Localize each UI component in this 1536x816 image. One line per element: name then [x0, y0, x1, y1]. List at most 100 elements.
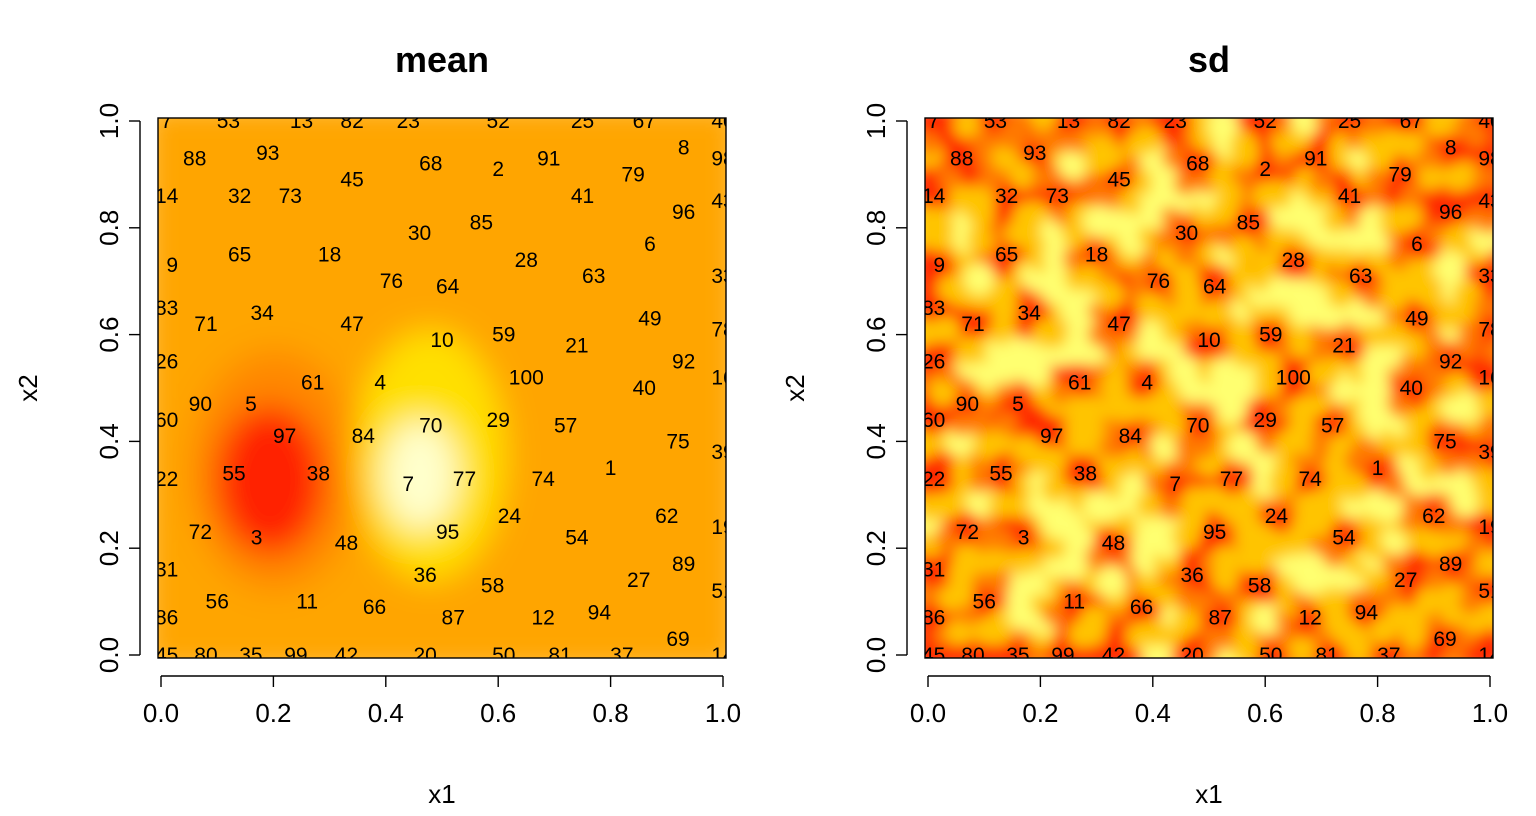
mean-point-label: 57	[554, 414, 577, 437]
sd-point-label: 42	[1102, 644, 1125, 667]
sd-point-label: 98	[1478, 147, 1501, 170]
sd-point-label: 64	[1203, 276, 1227, 299]
mean-point-label: 33	[711, 265, 734, 288]
mean-x-tick-label: 0.4	[368, 698, 404, 728]
sd-title: sd	[1188, 39, 1230, 80]
mean-point-label: 74	[531, 468, 555, 491]
sd-plot-frame	[924, 117, 1494, 659]
mean-point-label: 10	[430, 329, 453, 352]
sd-point-label: 35	[1006, 644, 1029, 667]
sd-point-label: 37	[1377, 644, 1400, 667]
mean-point-label: 89	[672, 553, 695, 576]
sd-point-label: 53	[984, 110, 1007, 133]
mean-point-label: 28	[515, 249, 538, 272]
sd-point-label: 56	[973, 591, 996, 614]
mean-point-label: 59	[492, 324, 515, 347]
mean-point-label: 81	[548, 644, 571, 667]
sd-point-label: 69	[1433, 628, 1456, 651]
mean-point-label: 5	[245, 393, 257, 416]
mean-point-label: 78	[711, 318, 734, 341]
mean-point-label: 38	[307, 462, 330, 485]
sd-point-label: 55	[989, 462, 1012, 485]
sd-point-label: 31	[922, 559, 945, 582]
mean-title: mean	[395, 39, 489, 80]
mean-point-label: 95	[436, 521, 459, 544]
mean-x-tick-label: 1.0	[705, 698, 741, 728]
mean-point-label: 61	[301, 372, 324, 395]
mean-x-tick-label: 0.0	[143, 698, 179, 728]
sd-point-label: 19	[1478, 516, 1501, 539]
sd-point-label: 76	[1147, 270, 1170, 293]
mean-point-label: 13	[290, 110, 313, 133]
sd-point-label: 93	[1023, 142, 1046, 165]
sd-point-label: 83	[922, 297, 945, 320]
mean-y-tick-label: 0.6	[94, 317, 124, 353]
sd-point-label: 5	[1012, 393, 1024, 416]
sd-point-label: 27	[1394, 569, 1417, 592]
mean-point-label: 68	[419, 153, 442, 176]
sd-point-label: 50	[1259, 644, 1282, 667]
mean-point-label: 16	[711, 366, 734, 389]
mean-point-label: 70	[419, 414, 442, 437]
sd-point-label: 39	[1478, 441, 1501, 464]
mean-point-label: 69	[666, 628, 689, 651]
mean-y-tick-label: 0.2	[94, 530, 124, 566]
mean-point-label: 40	[711, 110, 734, 133]
mean-point-label: 23	[397, 110, 420, 133]
mean-point-label: 22	[155, 468, 178, 491]
mean-point-label: 91	[537, 147, 560, 170]
sd-y-tick-label: 0.6	[861, 317, 891, 353]
sd-point-label: 26	[922, 350, 945, 373]
sd-point-label: 33	[1478, 265, 1501, 288]
mean-point-label: 32	[228, 185, 251, 208]
sd-y-tick-label: 0.8	[861, 210, 891, 246]
mean-point-label: 31	[155, 559, 178, 582]
mean-point-label: 93	[256, 142, 279, 165]
sd-point-label: 14	[922, 185, 946, 208]
sd-point-label: 67	[1400, 110, 1423, 133]
sd-point-label: 25	[1338, 110, 1361, 133]
sd-point-label: 66	[1130, 596, 1153, 619]
sd-point-label: 29	[1254, 409, 1277, 432]
mean-point-label: 92	[672, 350, 695, 373]
sd-point-label: 41	[1338, 185, 1361, 208]
sd-point-label: 10	[1197, 329, 1220, 352]
sd-point-label: 40	[1400, 377, 1423, 400]
sd-point-label: 92	[1439, 350, 1462, 373]
sd-y-tick-label: 0.0	[861, 637, 891, 673]
mean-point-label: 86	[155, 607, 178, 630]
sd-x-tick-label: 0.8	[1360, 698, 1396, 728]
mean-point-label: 98	[711, 147, 734, 170]
mean-y-tick-label: 0.4	[94, 423, 124, 459]
sd-point-label: 36	[1180, 564, 1203, 587]
sd-point-label: 7	[928, 110, 940, 133]
mean-point-label: 79	[621, 163, 644, 186]
sd-point-label: 21	[1332, 334, 1355, 357]
mean-point-label: 26	[155, 350, 178, 373]
sd-point-label: 57	[1321, 414, 1344, 437]
sd-x-tick-label: 0.0	[910, 698, 946, 728]
sd-point-label: 58	[1248, 575, 1271, 598]
mean-point-label: 90	[189, 393, 212, 416]
sd-x-axis-label: x1	[1195, 779, 1222, 809]
mean-x-tick-label: 0.2	[255, 698, 291, 728]
sd-point-label: 89	[1439, 553, 1462, 576]
sd-point-label: 38	[1074, 462, 1097, 485]
sd-point-label: 61	[1068, 372, 1091, 395]
sd-point-label: 12	[1298, 607, 1321, 630]
mean-point-label: 54	[565, 527, 589, 550]
sd-y-axis: 0.0 0.2 0.4 0.6 0.8 1.0	[861, 103, 908, 673]
sd-point-label: 22	[922, 468, 945, 491]
mean-point-label: 66	[363, 596, 386, 619]
mean-point-label: 20	[413, 644, 436, 667]
sd-point-label: 23	[1164, 110, 1187, 133]
sd-point-label: 90	[956, 393, 979, 416]
sd-point-label: 95	[1203, 521, 1226, 544]
mean-point-label: 34	[250, 302, 274, 325]
sd-point-label: 49	[1405, 308, 1428, 331]
sd-point-label: 81	[1315, 644, 1338, 667]
sd-point-label: 51	[1478, 580, 1501, 603]
mean-point-label: 67	[633, 110, 656, 133]
